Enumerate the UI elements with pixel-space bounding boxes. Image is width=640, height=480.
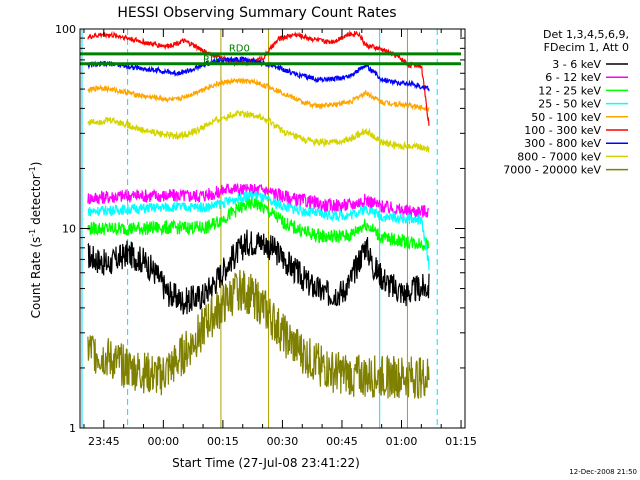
plot-area: RD+RD0 1 10 100 23:45 00:00 00:15 00:30 00:45 01:… — [55, 23, 477, 448]
y-tick-label: 10 — [62, 223, 76, 236]
rd-plus-label: RD+ — [203, 54, 226, 65]
x-tick-label: 23:45 — [88, 435, 120, 448]
legend-label-6: 300 - 800 keV — [524, 137, 601, 150]
footer-date: 12-Dec-2008 21:50 — [569, 468, 637, 476]
legend-header-line-2: FDecim 1, Att 0 — [544, 41, 629, 54]
series-line-7 — [87, 109, 430, 154]
series-line-2 — [87, 197, 430, 251]
series-line-5 — [87, 29, 430, 126]
legend-label-1: 6 - 12 keV — [545, 71, 601, 84]
y-tick-label: 100 — [55, 23, 76, 36]
series-line-1 — [87, 183, 430, 219]
y-tick-label: 1 — [69, 422, 76, 435]
y-axis-label-end: ) — [29, 162, 43, 167]
x-tick-label: 01:15 — [445, 435, 477, 448]
series-line-8 — [87, 269, 430, 400]
legend: Det 1,3,4,5,6,9, FDecim 1, Att 0 3 - 6 k… — [503, 28, 629, 177]
x-tick-label: 00:30 — [267, 435, 299, 448]
x-tick-label: 01:00 — [386, 435, 418, 448]
rd-zero-label: RD0 — [229, 44, 250, 55]
series-line-3 — [87, 190, 430, 271]
y-axis-label-sup1: -1 — [28, 229, 37, 237]
legend-label-8: 7000 - 20000 keV — [503, 164, 601, 177]
series-line-0 — [87, 229, 430, 315]
y-axis-label-mid: detector — [29, 174, 43, 229]
legend-label-4: 50 - 100 keV — [531, 111, 601, 124]
x-tick-label: 00:00 — [147, 435, 179, 448]
legend-label-7: 800 - 7000 keV — [517, 150, 601, 163]
x-tick-label: 00:15 — [207, 435, 239, 448]
legend-label-5: 100 - 300 keV — [524, 124, 601, 137]
y-axis-label: Count Rate (s-1 detector-1) — [28, 162, 43, 319]
x-axis-label: Start Time (27-Jul-08 23:41:22) — [172, 456, 360, 470]
legend-label-0: 3 - 6 keV — [552, 58, 601, 71]
series-line-4 — [87, 76, 430, 112]
y-axis-label-sup2: -1 — [28, 166, 37, 174]
chart-title: HESSI Observing Summary Count Rates — [117, 5, 396, 21]
legend-label-2: 12 - 25 keV — [538, 84, 601, 97]
legend-header-line-1: Det 1,3,4,5,6,9, — [543, 28, 629, 41]
x-tick-label: 00:45 — [326, 435, 358, 448]
y-axis-label-main: Count Rate (s — [29, 237, 43, 319]
legend-label-3: 25 - 50 keV — [538, 98, 601, 111]
